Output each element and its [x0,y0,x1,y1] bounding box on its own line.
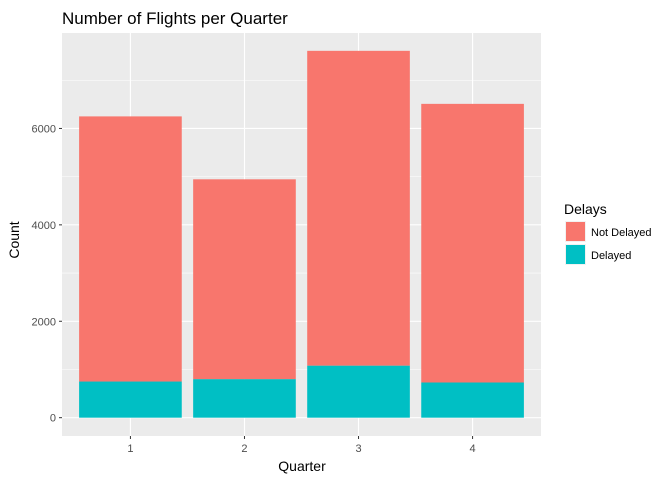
x-tick-label: 2 [241,443,247,455]
x-tick-label: 1 [127,443,133,455]
legend-label-delayed: Delayed [591,250,631,262]
bar-q3-delayed [307,365,410,418]
bar-q4-not-delayed [421,103,524,383]
legend-swatch-delayed [566,245,585,264]
y-tick-label: 0 [50,413,56,425]
x-tick-label: 3 [355,443,361,455]
bar-q1-not-delayed [79,116,182,382]
bar-q2-delayed [193,379,296,418]
legend: Delays Not Delayed Delayed [564,201,652,265]
chart-title: Number of Flights per Quarter [62,9,288,28]
legend-title: Delays [564,201,607,217]
y-tick-label: 6000 [32,123,56,135]
y-axis: 0 2000 4000 6000 [32,123,62,425]
x-tick-label: 4 [470,443,476,455]
legend-label-not-delayed: Not Delayed [591,227,652,239]
y-axis-title: Count [6,221,22,258]
y-tick-label: 2000 [32,316,56,328]
bar-q4-delayed [421,382,524,418]
y-tick-label: 4000 [32,220,56,232]
bar-q2-not-delayed [193,179,296,380]
x-axis-title: Quarter [278,458,326,474]
x-axis: 1 2 3 4 [127,436,476,455]
bars [79,50,524,418]
bar-q1-delayed [79,381,182,418]
legend-swatch-not-delayed [566,222,585,241]
bar-q3-not-delayed [307,50,410,366]
